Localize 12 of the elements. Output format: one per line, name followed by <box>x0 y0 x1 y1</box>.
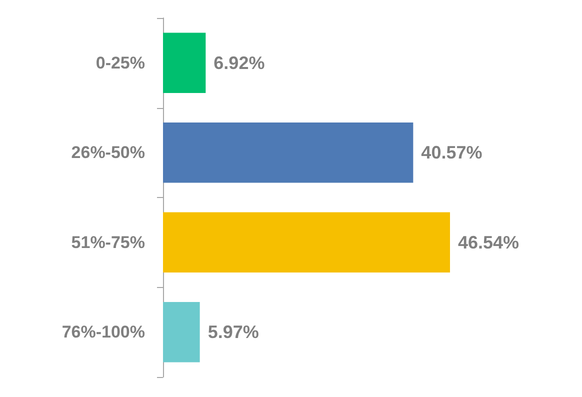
y-tick-label: 51%-75% <box>71 232 145 252</box>
bar <box>163 122 414 183</box>
data-label: 46.54% <box>458 232 520 252</box>
y-tick-label: 0-25% <box>96 53 145 72</box>
data-label: 6.92% <box>214 52 265 73</box>
bar <box>163 212 450 272</box>
data-label: 5.97% <box>208 322 259 342</box>
data-label: 40.57% <box>421 142 482 163</box>
y-tick-label: 76%-100% <box>62 322 145 342</box>
bar <box>163 302 200 362</box>
bar <box>163 32 206 93</box>
y-tick-label: 26%-50% <box>71 143 145 162</box>
